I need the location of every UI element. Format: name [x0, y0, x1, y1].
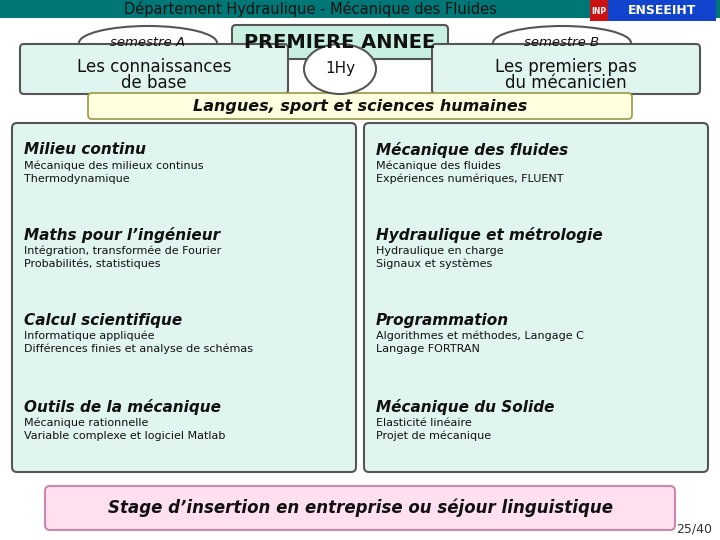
- Text: Elasticité linéaire: Elasticité linéaire: [376, 418, 472, 428]
- Text: semestre A: semestre A: [110, 37, 186, 50]
- Text: Calcul scientifique: Calcul scientifique: [24, 313, 182, 327]
- Text: Les premiers pas: Les premiers pas: [495, 58, 637, 76]
- Text: Langage FORTRAN: Langage FORTRAN: [376, 344, 480, 354]
- Text: Département Hydraulique - Mécanique des Fluides: Département Hydraulique - Mécanique des …: [124, 1, 496, 17]
- Text: Outils de la mécanique: Outils de la mécanique: [24, 399, 221, 415]
- Text: Mécanique des fluides: Mécanique des fluides: [376, 142, 568, 158]
- Text: Les connaissances: Les connaissances: [77, 58, 231, 76]
- Text: Langues, sport et sciences humaines: Langues, sport et sciences humaines: [193, 98, 527, 113]
- Text: Mécanique des fluides: Mécanique des fluides: [376, 161, 500, 171]
- Text: du mécanicien: du mécanicien: [505, 74, 627, 92]
- FancyBboxPatch shape: [232, 25, 448, 59]
- Text: ENSEEIHT: ENSEEIHT: [628, 4, 696, 17]
- Text: de base: de base: [121, 74, 186, 92]
- Ellipse shape: [304, 44, 376, 94]
- Text: Probabilités, statistiques: Probabilités, statistiques: [24, 259, 161, 269]
- Text: Mécanique du Solide: Mécanique du Solide: [376, 399, 554, 415]
- Text: Hydraulique en charge: Hydraulique en charge: [376, 246, 503, 256]
- Text: Stage d’insertion en entreprise ou séjour linguistique: Stage d’insertion en entreprise ou séjou…: [107, 499, 613, 517]
- Ellipse shape: [493, 26, 631, 60]
- Bar: [590, 0, 608, 21]
- Text: Maths pour l’ingénieur: Maths pour l’ingénieur: [24, 227, 220, 243]
- Text: Informatique appliquée: Informatique appliquée: [24, 330, 155, 341]
- Text: Hydraulique et métrologie: Hydraulique et métrologie: [376, 227, 603, 243]
- Text: Projet de mécanique: Projet de mécanique: [376, 431, 491, 441]
- Text: 1Hy: 1Hy: [325, 62, 355, 77]
- Text: Programmation: Programmation: [376, 313, 509, 327]
- FancyBboxPatch shape: [45, 486, 675, 530]
- Text: Milieu continu: Milieu continu: [24, 143, 146, 158]
- Text: Expériences numériques, FLUENT: Expériences numériques, FLUENT: [376, 174, 564, 184]
- Text: Différences finies et analyse de schémas: Différences finies et analyse de schémas: [24, 344, 253, 354]
- FancyBboxPatch shape: [364, 123, 708, 472]
- FancyBboxPatch shape: [432, 44, 700, 94]
- Text: Mécanique rationnelle: Mécanique rationnelle: [24, 418, 148, 428]
- FancyBboxPatch shape: [12, 123, 356, 472]
- Text: Thermodynamique: Thermodynamique: [24, 174, 130, 184]
- Text: Signaux et systèmes: Signaux et systèmes: [376, 259, 492, 269]
- Text: Algorithmes et méthodes, Langage C: Algorithmes et méthodes, Langage C: [376, 330, 584, 341]
- Text: PREMIERE ANNEE: PREMIERE ANNEE: [244, 32, 436, 51]
- Text: Mécanique des milieux continus: Mécanique des milieux continus: [24, 161, 204, 171]
- Text: 25/40: 25/40: [676, 523, 712, 536]
- FancyBboxPatch shape: [88, 93, 632, 119]
- Bar: [0, 0, 720, 18]
- FancyBboxPatch shape: [20, 44, 288, 94]
- Text: Variable complexe et logiciel Matlab: Variable complexe et logiciel Matlab: [24, 431, 225, 441]
- Bar: [608, 0, 716, 21]
- Text: INP: INP: [591, 6, 606, 16]
- Text: Intégration, transformée de Fourier: Intégration, transformée de Fourier: [24, 246, 221, 256]
- Ellipse shape: [79, 26, 217, 60]
- Text: semestre B: semestre B: [524, 37, 600, 50]
